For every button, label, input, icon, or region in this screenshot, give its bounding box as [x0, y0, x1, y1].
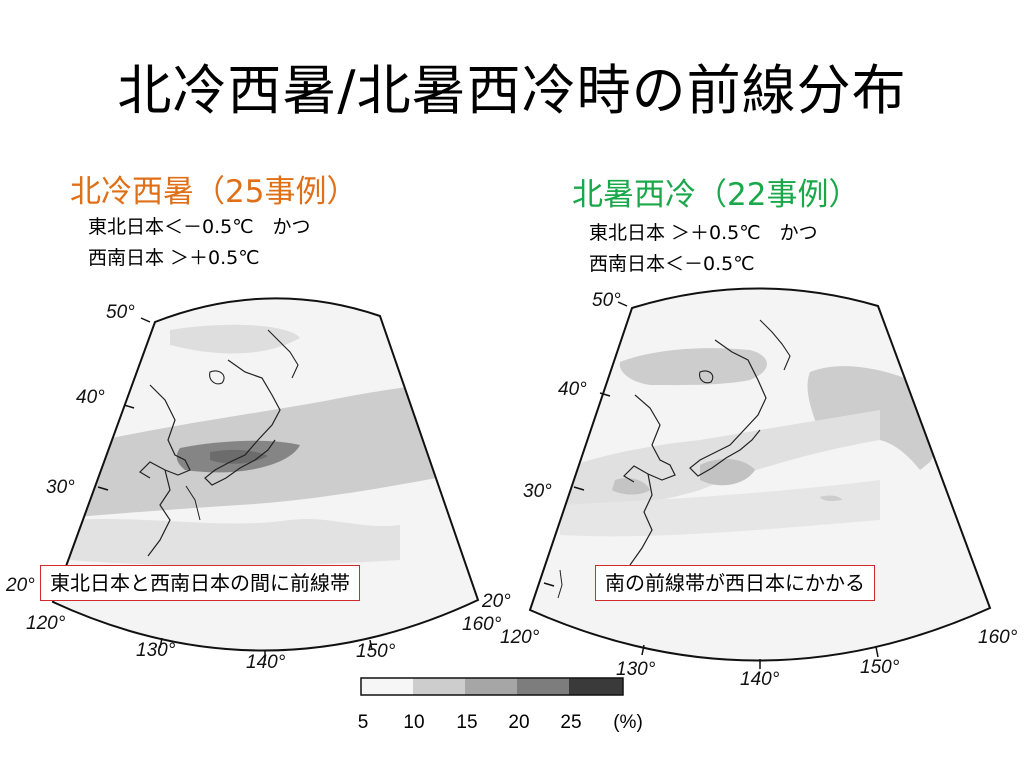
left-condition-2: 西南日本 ＞＋0.5℃	[88, 247, 260, 269]
right-callout: 南の前線帯が西日本にかかる	[595, 565, 875, 601]
right-condition-1: 東北日本 ＞＋0.5℃ かつ	[589, 222, 818, 244]
scale-bin-15-20	[465, 678, 517, 695]
left-lat-label-20: 20°	[5, 575, 35, 596]
right-lon-label-130: 130°	[616, 659, 656, 680]
right-lat-label-30: 30°	[523, 481, 552, 502]
left-lat-label-30: 30°	[46, 477, 75, 498]
left-condition-1: 東北日本＜－0.5℃ かつ	[88, 216, 311, 238]
left-panel-heading: 北冷西暑（25事例）	[70, 174, 358, 210]
right-lat-label-40: 40°	[558, 379, 587, 400]
scale-unit: (%)	[613, 712, 643, 733]
right-lon-label-140: 140°	[740, 669, 780, 690]
scale-bin-5-10	[361, 678, 413, 695]
right-panel-heading: 北暑西冷（22事例）	[572, 177, 860, 213]
scale-tick-25: 25	[560, 712, 582, 733]
scale-tick-15: 15	[456, 712, 478, 733]
right-lon-label-120: 120°	[500, 627, 540, 648]
frequency-color-scale	[360, 677, 624, 696]
scale-bin-10-15	[413, 678, 465, 695]
right-condition-2: 西南日本＜－0.5℃	[589, 253, 755, 275]
left-lon-label-140: 140°	[246, 652, 286, 673]
left-lon-label-150: 150°	[356, 641, 396, 662]
left-lon-label-120: 120°	[26, 613, 66, 634]
scale-tick-20: 20	[508, 712, 530, 733]
left-lat-label-40: 40°	[76, 387, 105, 408]
left-lon-label-160: 160°	[462, 614, 502, 635]
left-lat-label-50: 50°	[106, 302, 135, 323]
scale-tick-5: 5	[357, 712, 369, 733]
right-lat-label-20: 20°	[481, 591, 511, 612]
right-lon-label-160: 160°	[978, 627, 1018, 648]
right-lat-label-50: 50°	[592, 290, 621, 311]
scale-bin-25-plus	[569, 678, 623, 695]
scale-bin-20-25	[517, 678, 569, 695]
left-lon-label-130: 130°	[136, 640, 176, 661]
left-callout: 東北日本と西南日本の間に前線帯	[40, 565, 360, 601]
right-lon-label-150: 150°	[860, 657, 900, 678]
slide-title: 北冷西暑/北暑西冷時の前線分布	[117, 59, 907, 122]
scale-tick-10: 10	[403, 712, 425, 733]
